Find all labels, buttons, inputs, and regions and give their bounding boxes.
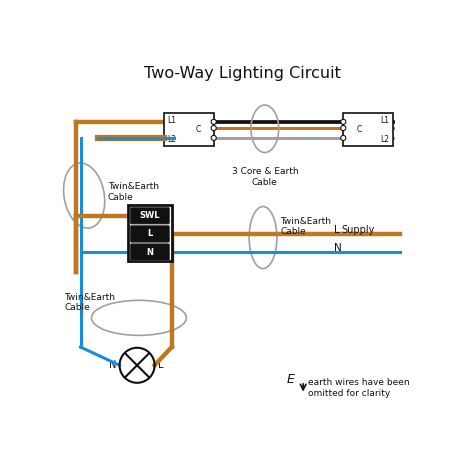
- Circle shape: [211, 119, 216, 124]
- Text: Twin&Earth
Cable: Twin&Earth Cable: [281, 217, 331, 237]
- Text: N: N: [109, 360, 116, 370]
- Text: N: N: [146, 247, 154, 256]
- FancyBboxPatch shape: [128, 205, 172, 261]
- Circle shape: [211, 136, 216, 140]
- Text: L1: L1: [381, 117, 390, 125]
- FancyBboxPatch shape: [130, 207, 170, 224]
- FancyBboxPatch shape: [343, 113, 392, 146]
- Text: N: N: [334, 243, 342, 253]
- Text: earth wires have been
omitted for clarity: earth wires have been omitted for clarit…: [308, 378, 410, 398]
- Circle shape: [341, 119, 346, 124]
- Text: C: C: [356, 126, 362, 134]
- Text: L2: L2: [167, 135, 176, 144]
- Text: Twin&Earth
Cable: Twin&Earth Cable: [108, 182, 159, 201]
- FancyBboxPatch shape: [130, 244, 170, 261]
- Text: L1: L1: [167, 117, 176, 125]
- Text: C: C: [195, 126, 201, 134]
- Text: L: L: [334, 225, 340, 235]
- Text: Two-Way Lighting Circuit: Two-Way Lighting Circuit: [145, 66, 341, 81]
- Circle shape: [341, 126, 346, 131]
- Circle shape: [341, 136, 346, 140]
- Text: Twin&Earth
Cable: Twin&Earth Cable: [64, 293, 115, 312]
- Text: E: E: [287, 374, 295, 386]
- FancyBboxPatch shape: [130, 226, 170, 242]
- Circle shape: [211, 126, 216, 131]
- Text: L: L: [147, 229, 153, 238]
- FancyBboxPatch shape: [164, 113, 214, 146]
- Text: SWL: SWL: [140, 211, 160, 220]
- Text: L: L: [158, 360, 164, 370]
- Text: Supply: Supply: [341, 225, 375, 235]
- Text: L2: L2: [381, 135, 390, 144]
- Text: 3 Core & Earth
Cable: 3 Core & Earth Cable: [231, 167, 298, 186]
